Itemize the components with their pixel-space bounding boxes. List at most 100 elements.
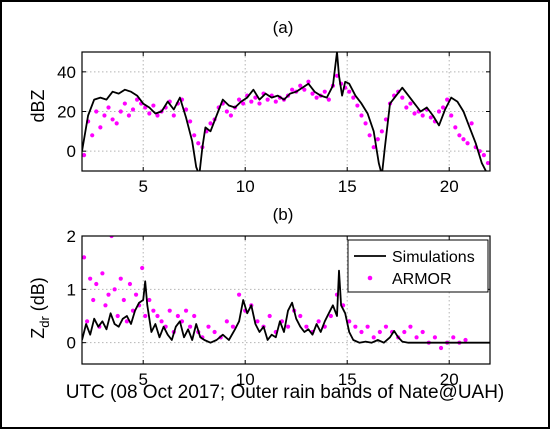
armor-point	[230, 324, 236, 329]
armor-point	[88, 276, 93, 281]
armor-point	[103, 303, 108, 308]
panel-b-plot-area: 5 10 15 20 0 1 2 Simulations ARMOR	[67, 227, 491, 389]
armor-point	[438, 345, 444, 351]
armor-point	[463, 337, 468, 343]
x-tick-label: 15	[338, 177, 357, 196]
armor-point	[326, 97, 331, 102]
armor-point	[212, 329, 217, 335]
y-tick-label: 0	[67, 334, 76, 353]
armor-point	[408, 101, 413, 106]
armor-point	[383, 117, 389, 122]
armor-point	[375, 137, 380, 142]
armor-point	[192, 133, 197, 138]
series-group	[82, 52, 490, 171]
x-tick-label: 5	[138, 370, 147, 389]
armor-point	[100, 271, 105, 276]
legend: Simulations ARMOR	[347, 239, 489, 293]
armor-point	[310, 91, 315, 96]
armor-point	[143, 313, 148, 319]
panel-a-plot-area: 5 10 15 20 0 20 40	[57, 51, 491, 196]
armor-point	[379, 129, 384, 134]
armor-point	[192, 313, 197, 319]
armor-point	[351, 95, 356, 100]
x-tick-label: 20	[440, 177, 459, 196]
series-group	[82, 236, 490, 351]
armor-point	[159, 319, 164, 324]
y-tick-label: 2	[67, 227, 76, 246]
figure-xlabel: UTC (08 Oct 2017; Outer rain bands of Na…	[66, 382, 505, 403]
armor-point	[255, 319, 260, 324]
armor-point	[347, 89, 352, 94]
ylabel-unit: (dB)	[28, 277, 48, 316]
armor-point	[436, 109, 442, 114]
armor-point	[445, 97, 450, 102]
armor-point	[302, 87, 307, 92]
svg-text:Zdr (dB): Zdr (dB)	[28, 277, 52, 339]
armor-point	[188, 324, 193, 329]
armor-point	[249, 99, 254, 104]
armor-point	[118, 109, 123, 114]
y-tick-label: 20	[57, 103, 76, 122]
armor-point	[94, 109, 99, 114]
armor-point	[440, 105, 446, 110]
armor-point	[402, 329, 407, 335]
legend-box	[347, 239, 489, 293]
armor-point	[371, 145, 376, 150]
armor-point	[304, 324, 309, 329]
ylabel-subscript: dr	[37, 316, 52, 328]
armor-point	[449, 113, 454, 118]
armor-point	[147, 111, 152, 116]
x-tick-label: 20	[440, 370, 459, 389]
armor-point	[367, 133, 372, 138]
armor-point	[127, 281, 133, 287]
armor-point	[106, 105, 111, 110]
armor-point	[114, 121, 119, 126]
armor-point	[457, 133, 462, 138]
armor-point	[98, 125, 103, 130]
armor-point	[371, 335, 376, 340]
armor-point	[228, 113, 234, 118]
armor-point	[257, 101, 262, 106]
armor-point	[322, 89, 327, 94]
y-tick-label: 0	[67, 142, 76, 161]
x-tick-label: 5	[138, 177, 147, 196]
armor-point	[359, 113, 364, 118]
panel-a: (a) dBZ 5 10 15 20 0 20 40	[28, 18, 491, 196]
armor-point	[147, 297, 152, 303]
armor-point	[404, 105, 409, 110]
panel-b: (b) Zdr (dB) 5 10 15 20012SimulationsARMOR …	[28, 205, 504, 403]
armor-point	[314, 95, 319, 100]
armor-point	[353, 324, 358, 329]
panel-a-ylabel: dBZ	[28, 89, 48, 122]
armor-point	[236, 292, 242, 297]
armor-point	[461, 137, 466, 142]
legend-label: Simulations	[392, 249, 475, 266]
armor-point	[122, 101, 127, 106]
armor-point	[241, 101, 246, 106]
armor-point	[451, 335, 456, 340]
armor-point	[126, 113, 132, 118]
legend-label: ARMOR	[392, 271, 452, 288]
armor-point	[383, 324, 389, 329]
armor-point	[196, 141, 201, 146]
armor-point	[290, 87, 295, 92]
armor-point	[206, 324, 211, 329]
ylabel-z: Z	[28, 328, 48, 339]
armor-point	[90, 133, 95, 138]
armor-point	[414, 335, 419, 340]
armor-point	[400, 95, 405, 100]
armor-point	[82, 255, 87, 260]
armor-point	[420, 329, 425, 335]
legend-armor-marker	[367, 275, 373, 281]
armor-point	[236, 97, 242, 102]
armor-point	[151, 308, 156, 313]
armor-point	[420, 113, 425, 118]
simulation-line	[82, 52, 487, 171]
x-tick-label: 10	[236, 177, 255, 196]
armor-point	[224, 319, 229, 324]
armor-point	[124, 319, 129, 324]
armor-point	[208, 121, 213, 126]
armor-point	[365, 324, 370, 329]
armor-point	[121, 297, 126, 303]
armor-point	[377, 329, 382, 335]
